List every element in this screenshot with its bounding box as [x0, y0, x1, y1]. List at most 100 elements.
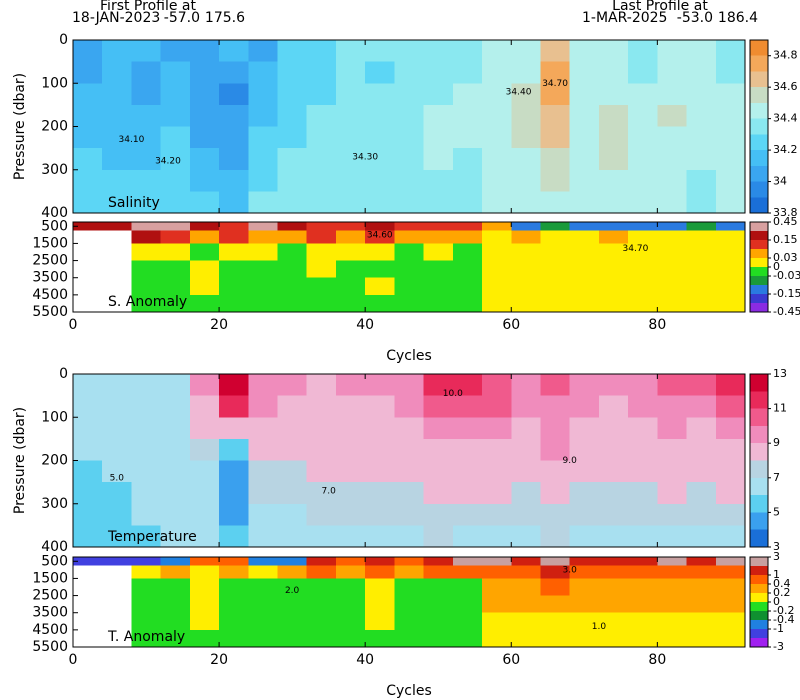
heatmap-cell [657, 595, 687, 613]
heatmap-cell [686, 260, 716, 278]
heatmap-cell [715, 482, 745, 504]
y-tick-label: 2500 [32, 588, 68, 604]
heatmap-cell [131, 460, 161, 483]
heatmap-cell [394, 40, 424, 62]
heatmap-cell [540, 438, 570, 461]
heatmap-cell [160, 482, 190, 504]
heatmap-cell [628, 277, 658, 295]
colorbar-band [750, 374, 768, 392]
heatmap-cell [306, 565, 336, 579]
heatmap-cell [598, 222, 629, 231]
heatmap-cell [365, 395, 395, 418]
heatmap-cell [686, 525, 716, 547]
heatmap-cell [160, 40, 190, 62]
heatmap-cell [335, 460, 366, 483]
heatmap-cell [511, 438, 541, 461]
heatmap-cell [306, 243, 336, 261]
heatmap-cell [452, 460, 483, 483]
heatmap-cell [423, 557, 453, 566]
heatmap-cell [394, 230, 424, 244]
heatmap-cell [569, 482, 599, 504]
heatmap-cell [219, 482, 249, 504]
heatmap-cell [540, 148, 570, 170]
heatmap-cell [540, 243, 570, 261]
colorbar-band [750, 611, 768, 620]
heatmap-cell [306, 277, 336, 295]
heatmap-cell [189, 294, 220, 312]
heatmap-cell [160, 230, 190, 244]
heatmap-cell [511, 126, 541, 149]
heatmap-cell [482, 294, 512, 312]
heatmap-cell [482, 578, 512, 596]
heatmap-cell [365, 612, 395, 630]
heatmap-cell [160, 222, 190, 231]
heatmap-cell [335, 40, 366, 62]
heatmap-cell [219, 557, 249, 566]
colorbar-tick-label: -0.03 [773, 269, 800, 282]
heatmap-cell [452, 482, 483, 504]
colorbar-band [750, 602, 768, 611]
heatmap-cell [335, 148, 366, 170]
heatmap-cell [131, 83, 161, 105]
heatmap-cell [160, 83, 190, 105]
heatmap-cell [131, 612, 161, 630]
heatmap-cell [511, 374, 541, 396]
heatmap-cell [628, 83, 658, 105]
heatmap-cell [628, 438, 658, 461]
heatmap-cell [715, 395, 745, 418]
heatmap-cell [511, 395, 541, 418]
heatmap-cell [73, 460, 103, 483]
heatmap-cell [189, 503, 220, 526]
heatmap-cell [452, 565, 483, 579]
heatmap-cell [131, 438, 161, 461]
heatmap-cell [219, 61, 249, 84]
heatmap-cell [628, 482, 658, 504]
heatmap-cell [540, 503, 570, 526]
x-tick-label: 40 [356, 317, 374, 333]
heatmap-cell [628, 191, 658, 213]
heatmap-cell [306, 629, 336, 647]
heatmap-cell [715, 629, 745, 647]
y-tick-label: 100 [41, 409, 68, 425]
heatmap-cell [569, 595, 599, 613]
heatmap-cell [306, 260, 336, 278]
heatmap-cell [686, 83, 716, 105]
heatmap-cell [248, 612, 278, 630]
heatmap-cell [452, 104, 483, 127]
heatmap-cell [189, 243, 220, 261]
y-axis-label: Pressure (dbar) [12, 73, 28, 180]
heatmap-cell [598, 557, 629, 566]
heatmap-cell [482, 595, 512, 613]
heatmap-cell [628, 260, 658, 278]
heatmap-cell [219, 148, 249, 170]
contour-label: 10.0 [443, 389, 463, 399]
heatmap-cell [540, 417, 570, 439]
heatmap-cell [394, 169, 424, 192]
heatmap-cell [482, 83, 512, 105]
heatmap-cell [452, 294, 483, 312]
heatmap-cell [540, 104, 570, 127]
heatmap-cell [540, 460, 570, 483]
heatmap-cell [452, 277, 483, 295]
colorbar-band [750, 258, 768, 267]
colorbar-band [750, 294, 768, 303]
first-profile-title: First Profile at [100, 0, 196, 14]
heatmap-cell [540, 222, 570, 231]
heatmap-cell [452, 578, 483, 596]
heatmap-cell [511, 612, 541, 630]
heatmap-cell [686, 230, 716, 244]
heatmap-cell [277, 260, 307, 278]
heatmap-cell [248, 230, 278, 244]
heatmap-cell [686, 482, 716, 504]
heatmap-cell [219, 438, 249, 461]
heatmap-cell [540, 595, 570, 613]
heatmap-cell [306, 595, 336, 613]
heatmap-cell [569, 104, 599, 127]
heatmap-cell [248, 595, 278, 613]
heatmap-cell [219, 40, 249, 62]
heatmap-cell [482, 525, 512, 547]
heatmap-cell [73, 148, 103, 170]
heatmap-cell [511, 503, 541, 526]
heatmap-cell [511, 260, 541, 278]
heatmap-cell [540, 525, 570, 547]
